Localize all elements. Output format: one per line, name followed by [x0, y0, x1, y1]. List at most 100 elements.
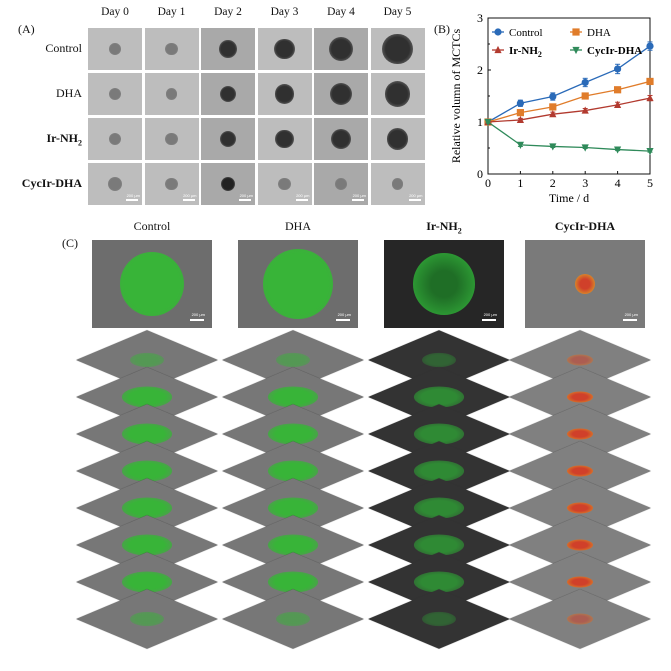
spheroid-micrograph: 200 μm [314, 163, 368, 205]
z-slice [222, 589, 364, 649]
spheroid-fluorescence [413, 253, 475, 315]
day-label: Day 4 [327, 6, 355, 18]
spheroid [391, 178, 404, 190]
spheroid [109, 43, 121, 55]
data-point [614, 100, 622, 108]
row-label: Control [45, 41, 82, 55]
confocal-image: 200 μm [384, 240, 504, 328]
y-axis-label: Relative volumn of MCTCs [449, 29, 463, 164]
legend-marker [494, 45, 502, 54]
data-point [516, 109, 524, 117]
z-stack [509, 330, 651, 668]
spheroid-micrograph [314, 73, 368, 115]
spheroid [165, 42, 178, 56]
legend-marker [572, 28, 580, 36]
legend-entry: DHA [587, 27, 611, 39]
confocal-column-label: Control [133, 219, 171, 233]
row-label: Ir-NH2 [46, 131, 82, 148]
spheroid-micrograph [314, 28, 368, 70]
data-point [646, 42, 654, 50]
spheroid-micrograph [370, 73, 425, 115]
z-slice [76, 589, 218, 649]
confocal-image: 200 μm [238, 240, 358, 328]
slice-fluorescence [561, 463, 599, 479]
spheroid [108, 132, 122, 146]
spheroid [330, 128, 352, 150]
data-point [646, 77, 654, 86]
confocal-image: 200 μm [525, 240, 645, 328]
scale-bar-label: 200 μm [183, 193, 197, 198]
slice-fluorescence [414, 608, 464, 630]
spheroid [220, 176, 236, 192]
data-point [581, 144, 589, 152]
x-tick-label: 1 [517, 176, 523, 190]
spheroid-micrograph [257, 118, 312, 160]
y-tick-label: 1 [477, 115, 483, 129]
day-label: Day 1 [157, 6, 186, 18]
confocal-column-label: DHA [285, 219, 311, 233]
scale-bar-label: 200 μm [239, 193, 253, 198]
confocal-column-label: CycIr-DHA [554, 219, 616, 233]
spheroid [274, 84, 295, 104]
scale-bar [408, 199, 421, 201]
x-tick-label: 3 [582, 176, 588, 190]
x-axis-label: Time / d [549, 191, 589, 205]
z-stack [76, 330, 218, 668]
slice-fluorescence [561, 537, 599, 553]
scale-bar-label: 200 μm [296, 193, 310, 198]
spheroid-micrograph [314, 118, 368, 160]
panel-b-label: (B) [434, 22, 450, 36]
spheroid-micrograph [370, 28, 425, 70]
scale-bar [182, 199, 195, 201]
spheroid-micrograph [144, 73, 199, 115]
data-point [549, 103, 557, 111]
scale-bar [190, 319, 204, 321]
data-point [581, 78, 589, 87]
y-tick-label: 2 [477, 63, 483, 77]
slice-fluorescence [561, 611, 599, 627]
day-label: Day 5 [383, 6, 412, 18]
spheroid-fluorescence [574, 273, 596, 295]
series-line [487, 45, 651, 123]
spheroid-micrograph [257, 73, 312, 115]
scale-bar [126, 199, 138, 201]
data-point [516, 99, 524, 107]
z-stack [368, 330, 510, 668]
scale-bar-label: 200 μm [409, 193, 423, 198]
scale-bar [482, 319, 496, 321]
spheroid-micrograph [88, 118, 142, 160]
x-tick-label: 4 [615, 176, 621, 190]
scale-bar [336, 319, 350, 321]
spheroid [107, 176, 123, 192]
data-point [581, 92, 589, 100]
spheroid-micrograph [201, 118, 255, 160]
data-point [484, 118, 492, 127]
series-line [487, 121, 651, 152]
spheroid [384, 81, 411, 107]
confocal-image: 200 μm [92, 240, 212, 328]
spheroid [219, 85, 237, 103]
day-label: Day 0 [101, 6, 129, 18]
x-tick-label: 5 [647, 176, 653, 190]
scale-bar [239, 199, 251, 201]
day-label: Day 3 [270, 6, 299, 18]
z-slice [368, 589, 510, 649]
spheroid [219, 40, 237, 58]
spheroid-micrograph [201, 73, 255, 115]
data-point [549, 143, 557, 151]
scale-bar-label: 200 μm [191, 312, 205, 317]
y-tick-label: 3 [477, 11, 483, 25]
data-point [549, 92, 557, 101]
data-point [646, 93, 654, 102]
spheroid-micrograph [88, 28, 142, 70]
spheroid-micrograph [144, 118, 199, 160]
spheroid [108, 87, 122, 101]
data-point [646, 148, 654, 156]
scale-bar-label: 200 μm [337, 312, 351, 317]
legend-entry: Ir-NH2 [509, 45, 542, 59]
spheroid [335, 178, 347, 190]
spheroid [219, 130, 237, 148]
spheroid [329, 82, 353, 106]
series-line [487, 80, 651, 123]
slice-fluorescence [561, 426, 599, 442]
